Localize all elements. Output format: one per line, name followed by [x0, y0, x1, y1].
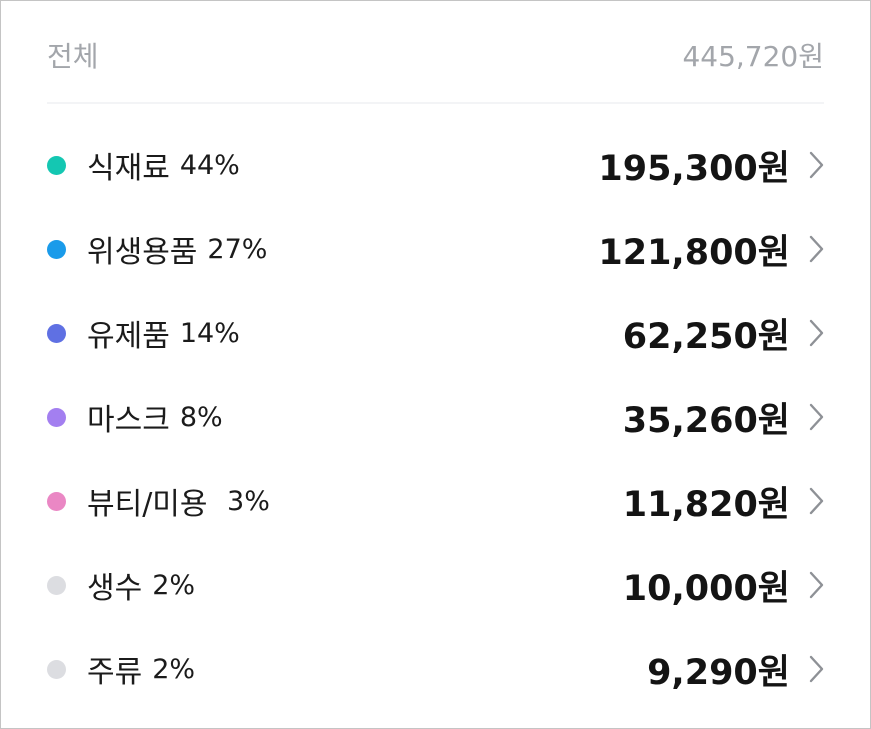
header-divider — [47, 102, 824, 104]
category-row-0[interactable]: 식재료 44% 195,300원 — [47, 123, 826, 207]
chevron-right-icon[interactable] — [806, 486, 826, 516]
category-percent: 3% — [227, 485, 270, 517]
category-amount: 10,000원 — [622, 568, 790, 609]
category-percent: 44% — [179, 149, 240, 181]
category-info: 생수 2% — [47, 563, 195, 607]
category-percent: 14% — [179, 317, 240, 349]
category-percent: 2% — [152, 569, 196, 601]
category-name: 유제품 — [87, 319, 170, 354]
chevron-right-icon[interactable] — [806, 318, 826, 348]
category-info: 주류 2% — [47, 647, 195, 691]
category-row-3[interactable]: 마스크 8% 35,260원 — [47, 375, 826, 459]
category-percent: 8% — [179, 401, 223, 433]
category-info: 식재료 44% — [47, 143, 240, 187]
category-amount-group: 195,300원 — [598, 140, 826, 191]
chevron-right-icon[interactable] — [806, 150, 826, 180]
category-amount-group: 9,290원 — [647, 644, 826, 695]
category-list: 식재료 44% 195,300원 위생용품 27% 121,800원 — [47, 123, 826, 711]
category-name: 뷰티/미용 — [87, 487, 218, 522]
category-info: 유제품 14% — [47, 311, 240, 355]
category-amount-group: 10,000원 — [623, 560, 826, 611]
category-name: 주류 — [87, 655, 143, 690]
category-color-dot — [47, 323, 66, 343]
category-name: 생수 — [87, 571, 143, 606]
category-amount-group: 62,250원 — [623, 308, 826, 359]
category-amount: 195,300원 — [598, 148, 790, 189]
category-amount: 62,250원 — [622, 316, 790, 357]
category-color-dot — [47, 155, 66, 175]
category-info: 위생용품 27% — [47, 227, 267, 271]
category-amount: 11,820원 — [622, 484, 790, 525]
category-row-1[interactable]: 위생용품 27% 121,800원 — [47, 207, 826, 291]
chevron-right-icon[interactable] — [806, 570, 826, 600]
category-amount: 35,260원 — [622, 400, 790, 441]
category-info: 마스크 8% — [47, 395, 223, 439]
category-name: 식재료 — [87, 151, 170, 186]
category-amount: 9,290원 — [647, 652, 790, 693]
category-color-dot — [47, 407, 66, 427]
category-row-4[interactable]: 뷰티/미용 3% 11,820원 — [47, 459, 826, 543]
total-header: 전체 445,720원 — [47, 31, 824, 79]
category-amount-group: 35,260원 — [623, 392, 826, 443]
chevron-right-icon[interactable] — [806, 402, 826, 432]
category-name: 위생용품 — [87, 235, 198, 270]
total-amount: 445,720원 — [682, 40, 824, 73]
category-name: 마스크 — [87, 403, 170, 438]
category-color-dot — [47, 491, 66, 511]
total-label: 전체 — [47, 40, 99, 73]
category-color-dot — [47, 575, 66, 595]
category-row-2[interactable]: 유제품 14% 62,250원 — [47, 291, 826, 375]
chevron-right-icon[interactable] — [806, 234, 826, 264]
category-amount-group: 11,820원 — [623, 476, 826, 527]
category-color-dot — [47, 659, 66, 679]
category-amount: 121,800원 — [598, 232, 790, 273]
chevron-right-icon[interactable] — [806, 654, 826, 684]
category-info: 뷰티/미용 3% — [47, 479, 270, 523]
category-amount-group: 121,800원 — [598, 224, 826, 275]
category-row-6[interactable]: 주류 2% 9,290원 — [47, 627, 826, 711]
category-row-5[interactable]: 생수 2% 10,000원 — [47, 543, 826, 627]
category-color-dot — [47, 239, 66, 259]
category-percent: 2% — [152, 653, 196, 685]
category-percent: 27% — [207, 233, 268, 265]
